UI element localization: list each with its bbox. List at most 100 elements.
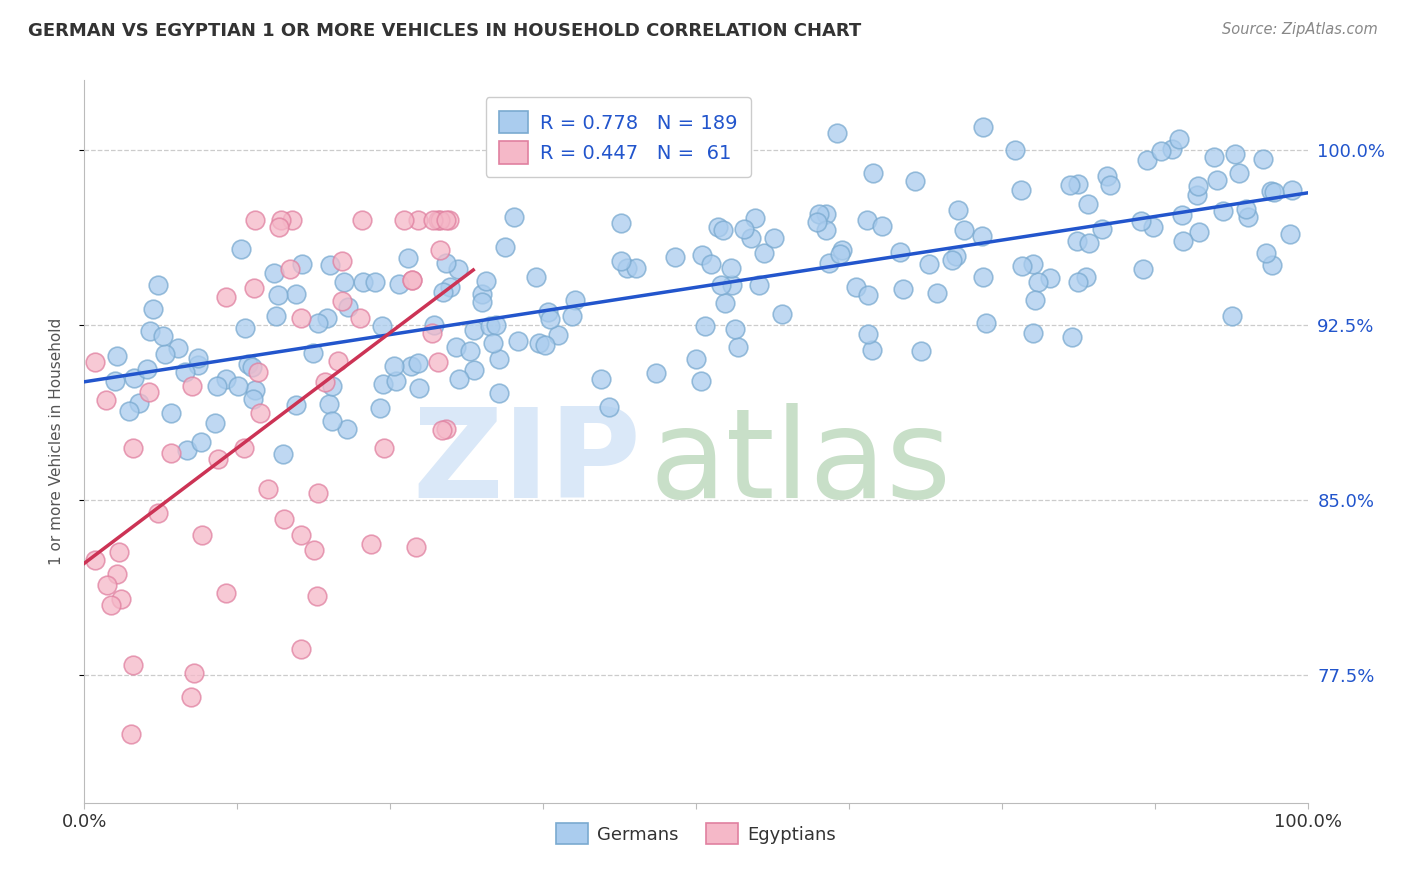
Point — [1260, 184, 1282, 198]
Point — [385, 374, 408, 388]
Point — [720, 260, 742, 275]
Point — [910, 344, 932, 359]
Point — [138, 384, 160, 399]
Point — [290, 641, 312, 656]
Point — [547, 327, 569, 342]
Point — [1067, 177, 1090, 191]
Point — [249, 407, 271, 421]
Point — [142, 302, 165, 317]
Point — [447, 262, 470, 277]
Point — [100, 598, 122, 612]
Point — [537, 305, 560, 319]
Point — [1026, 275, 1049, 289]
Point — [710, 278, 733, 293]
Point — [236, 357, 259, 371]
Point — [246, 365, 269, 379]
Point — [240, 359, 263, 374]
Point — [215, 372, 238, 386]
Point — [105, 566, 128, 581]
Point — [408, 381, 430, 395]
Point — [1022, 257, 1045, 271]
Point — [946, 202, 969, 217]
Point — [727, 340, 749, 354]
Point — [707, 220, 730, 235]
Point — [107, 545, 129, 559]
Point — [1171, 234, 1194, 248]
Point — [479, 319, 502, 334]
Text: Source: ZipAtlas.com: Source: ZipAtlas.com — [1222, 22, 1378, 37]
Point — [326, 353, 349, 368]
Point — [444, 340, 467, 354]
Point — [232, 441, 254, 455]
Point — [1185, 188, 1208, 202]
Point — [281, 213, 304, 227]
Point — [160, 446, 183, 460]
Point — [122, 441, 145, 455]
Point — [610, 216, 633, 230]
Point — [941, 253, 963, 268]
Point — [330, 254, 353, 268]
Point — [918, 258, 941, 272]
Point — [83, 355, 105, 369]
Point — [243, 384, 266, 398]
Point — [1078, 235, 1101, 250]
Point — [399, 359, 422, 373]
Point — [434, 422, 457, 436]
Point — [1010, 182, 1032, 196]
Point — [187, 358, 209, 372]
Point — [1129, 213, 1152, 227]
Point — [463, 363, 485, 377]
Point — [336, 422, 359, 436]
Point — [1202, 150, 1225, 164]
Point — [180, 690, 202, 704]
Text: ZIP: ZIP — [412, 402, 641, 524]
Point — [664, 250, 686, 264]
Point — [740, 231, 762, 245]
Point — [1281, 183, 1303, 197]
Point — [305, 589, 328, 603]
Point — [1234, 202, 1257, 216]
Point — [337, 300, 360, 314]
Point — [856, 327, 879, 342]
Point — [207, 452, 229, 467]
Point — [972, 269, 994, 284]
Point — [105, 350, 128, 364]
Point — [482, 335, 505, 350]
Point — [263, 267, 285, 281]
Point — [1142, 220, 1164, 235]
Point — [388, 277, 411, 292]
Point — [828, 247, 851, 261]
Point — [903, 174, 925, 188]
Point — [1188, 225, 1211, 239]
Point — [371, 377, 394, 392]
Point — [233, 320, 256, 334]
Point — [1251, 152, 1274, 166]
Point — [110, 591, 132, 606]
Point — [1263, 185, 1285, 199]
Point — [564, 293, 586, 307]
Point — [770, 307, 793, 321]
Point — [527, 335, 550, 350]
Point — [806, 214, 828, 228]
Point — [1077, 196, 1099, 211]
Point — [870, 219, 893, 234]
Point — [426, 213, 449, 227]
Point — [264, 309, 287, 323]
Point — [1011, 259, 1033, 273]
Point — [754, 245, 776, 260]
Point — [405, 540, 427, 554]
Point — [1161, 142, 1184, 156]
Point — [538, 312, 561, 326]
Point — [439, 280, 461, 294]
Point — [429, 243, 451, 257]
Point — [889, 245, 911, 260]
Text: GERMAN VS EGYPTIAN 1 OR MORE VEHICLES IN HOUSEHOLD CORRELATION CHART: GERMAN VS EGYPTIAN 1 OR MORE VEHICLES IN… — [28, 22, 862, 40]
Point — [204, 416, 226, 430]
Point — [1039, 271, 1062, 285]
Point — [152, 328, 174, 343]
Point — [146, 277, 169, 292]
Point — [1220, 310, 1243, 324]
Point — [1022, 326, 1045, 340]
Point — [1187, 179, 1209, 194]
Point — [304, 542, 326, 557]
